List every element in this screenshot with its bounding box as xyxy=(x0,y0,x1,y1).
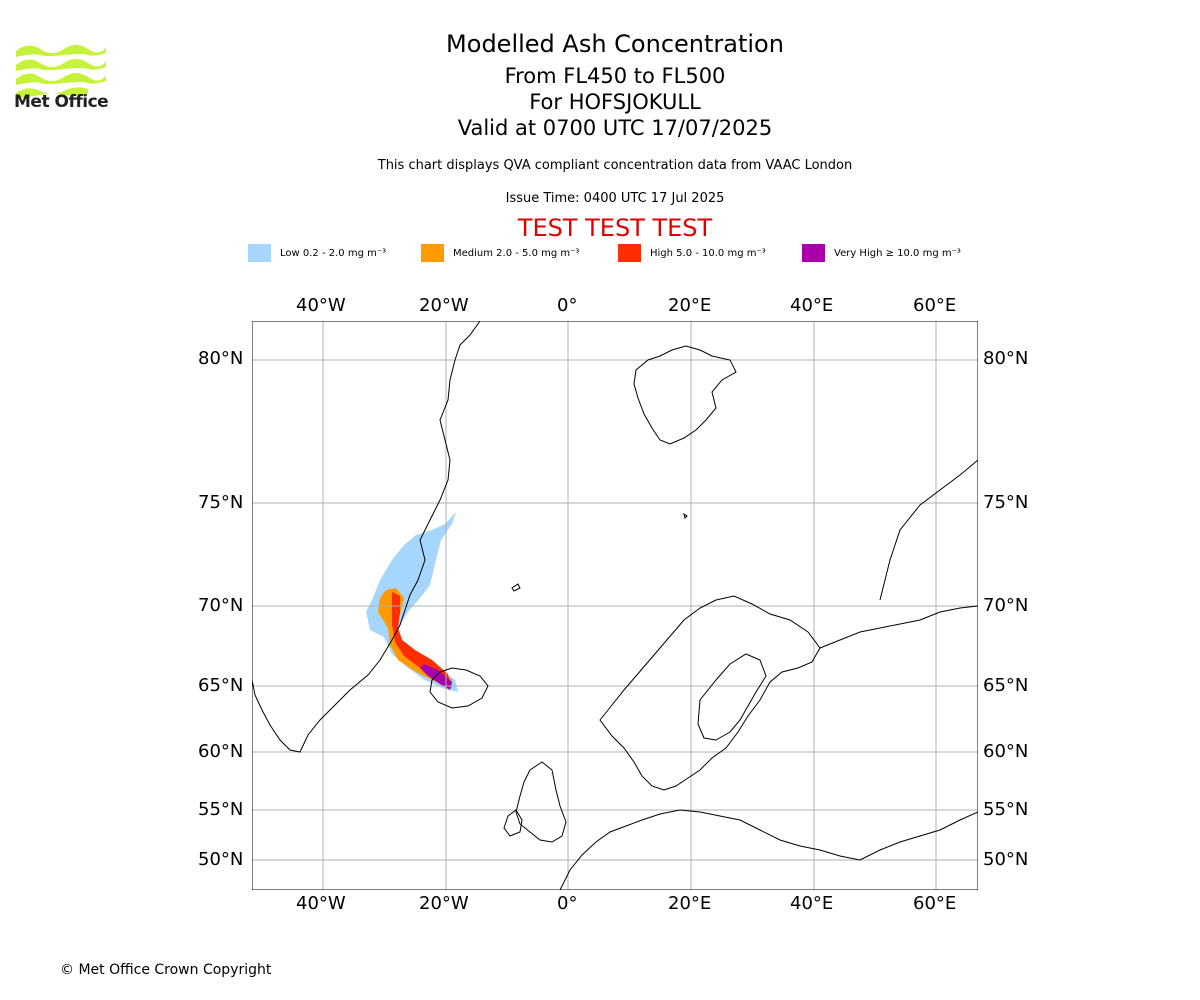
legend-swatch-low xyxy=(248,244,271,262)
lon-label-bottom: 0° xyxy=(557,893,578,914)
lon-label-top: 40°W xyxy=(296,295,346,316)
lon-label-bottom: 20°E xyxy=(668,893,712,914)
legend-item-medium: Medium 2.0 - 5.0 mg m⁻³ xyxy=(421,244,579,262)
lat-label-right: 55°N xyxy=(983,799,1029,820)
chart-title: Modelled Ash Concentration xyxy=(446,30,784,58)
legend-label-low: Low 0.2 - 2.0 mg m⁻³ xyxy=(280,247,387,259)
lat-label-left: 60°N xyxy=(198,741,244,762)
lat-label-right: 65°N xyxy=(983,675,1029,696)
lon-label-bottom: 20°W xyxy=(419,893,469,914)
volcano-name: For HOFSJOKULL xyxy=(529,90,701,114)
lon-label-bottom: 40°E xyxy=(790,893,834,914)
valid-time: Valid at 0700 UTC 17/07/2025 xyxy=(457,116,773,140)
lon-label-top: 60°E xyxy=(913,295,957,316)
lon-label-bottom: 60°E xyxy=(913,893,957,914)
ash-map[interactable] xyxy=(252,321,978,890)
legend-item-high: High 5.0 - 10.0 mg m⁻³ xyxy=(618,244,766,262)
legend-label-high: High 5.0 - 10.0 mg m⁻³ xyxy=(650,247,766,259)
legend-item-low: Low 0.2 - 2.0 mg m⁻³ xyxy=(248,244,386,262)
legend-swatch-very-high xyxy=(802,244,825,262)
lon-label-top: 40°E xyxy=(790,295,834,316)
lat-label-right: 75°N xyxy=(983,492,1029,513)
ash-plume-very-high xyxy=(420,664,452,690)
lat-label-left: 75°N xyxy=(198,492,244,513)
lat-label-left: 80°N xyxy=(198,348,244,369)
logo-text: Met Office xyxy=(14,92,109,112)
lon-label-top: 0° xyxy=(557,295,578,316)
ash-plume-low xyxy=(366,512,458,692)
lat-label-left: 70°N xyxy=(198,595,244,616)
legend-item-very-high: Very High ≥ 10.0 mg m⁻³ xyxy=(802,244,961,262)
test-banner: TEST TEST TEST xyxy=(517,214,713,242)
lat-label-right: 80°N xyxy=(983,348,1029,369)
lon-label-top: 20°W xyxy=(419,295,469,316)
lon-label-bottom: 40°W xyxy=(296,893,346,914)
lat-label-left: 50°N xyxy=(198,849,244,870)
lat-label-right: 60°N xyxy=(983,741,1029,762)
lon-label-top: 20°E xyxy=(668,295,712,316)
legend: Low 0.2 - 2.0 mg m⁻³ Medium 2.0 - 5.0 mg… xyxy=(0,244,1200,264)
copyright: © Met Office Crown Copyright xyxy=(60,962,272,978)
lat-label-right: 70°N xyxy=(983,595,1029,616)
lat-label-left: 55°N xyxy=(198,799,244,820)
legend-swatch-high xyxy=(618,244,641,262)
legend-label-medium: Medium 2.0 - 5.0 mg m⁻³ xyxy=(453,247,580,259)
issue-time: Issue Time: 0400 UTC 17 Jul 2025 xyxy=(505,191,725,206)
lat-label-left: 65°N xyxy=(198,675,244,696)
lat-label-right: 50°N xyxy=(983,849,1029,870)
met-office-logo xyxy=(16,45,106,99)
flight-levels: From FL450 to FL500 xyxy=(504,64,726,88)
ash-plume-high xyxy=(392,592,450,684)
gridlines xyxy=(252,321,978,890)
chart-description: This chart displays QVA compliant concen… xyxy=(377,158,853,173)
legend-swatch-medium xyxy=(421,244,444,262)
coastlines xyxy=(252,321,978,890)
legend-label-very-high: Very High ≥ 10.0 mg m⁻³ xyxy=(834,247,961,259)
